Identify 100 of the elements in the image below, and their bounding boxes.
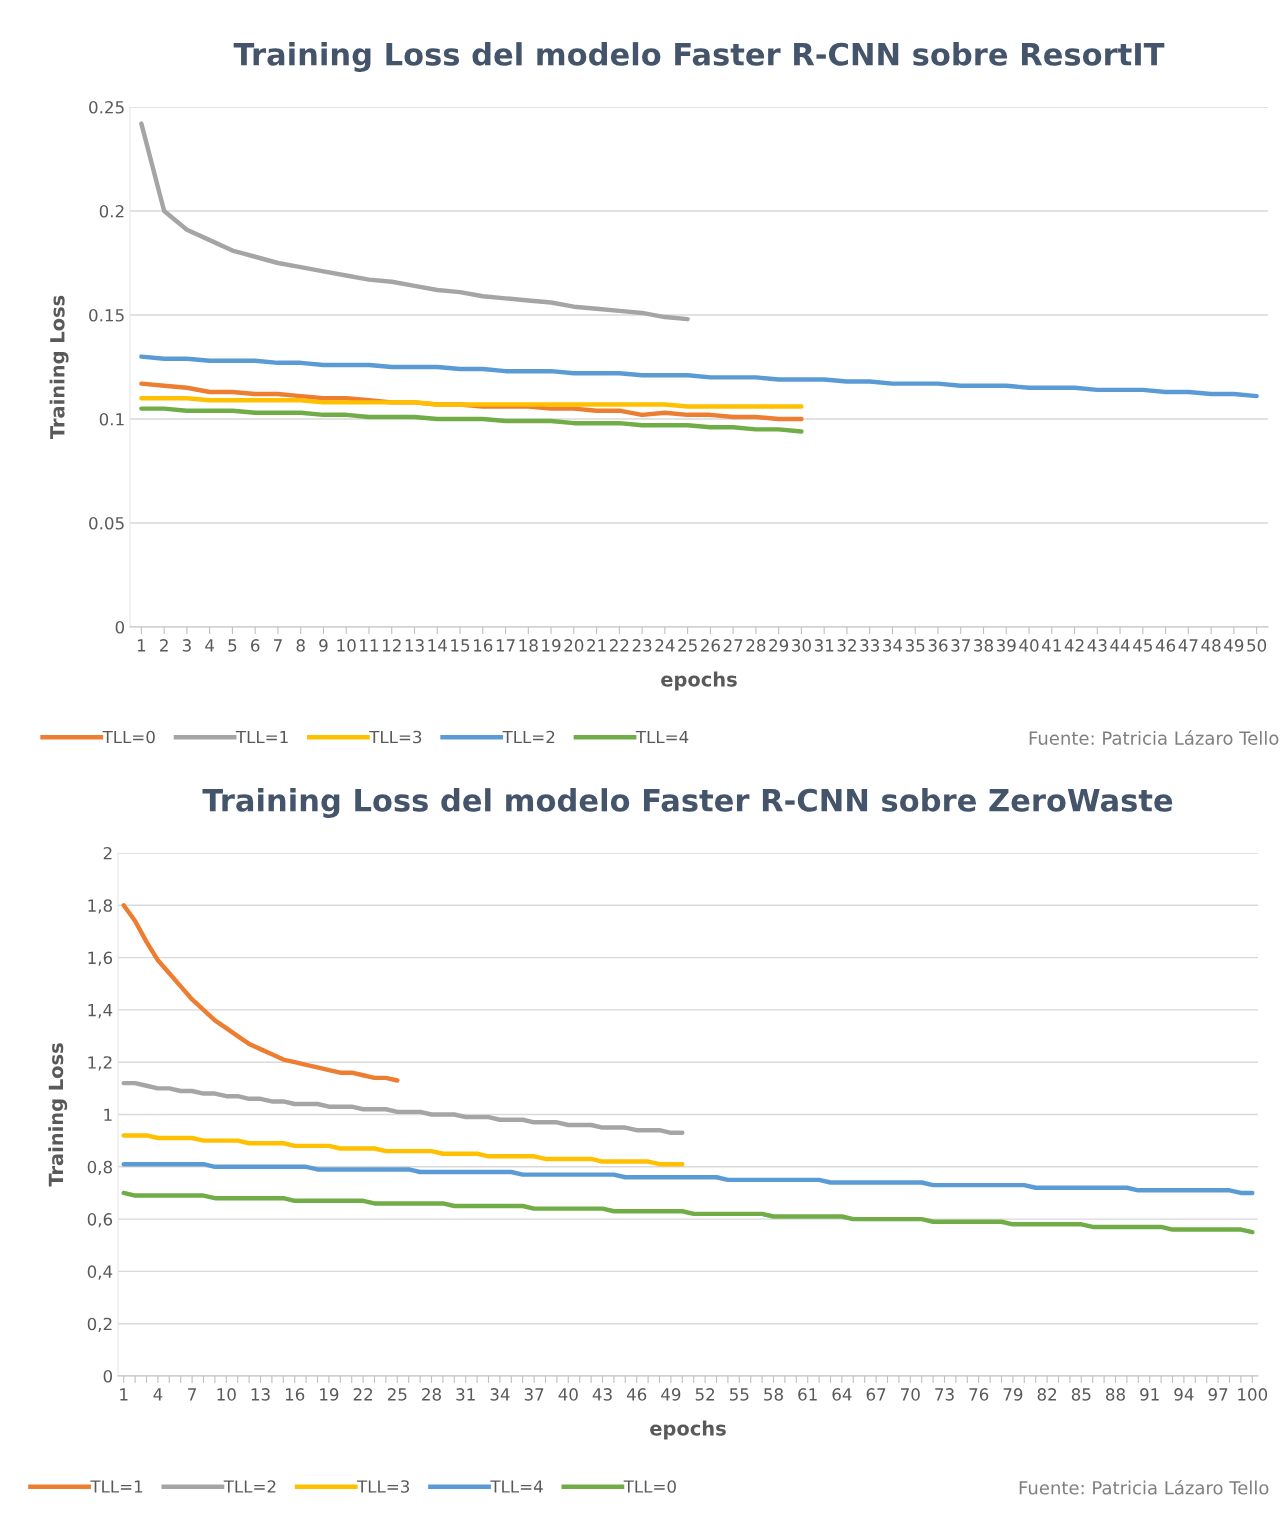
x-tick-label: 49 <box>1224 639 1244 652</box>
x-tick-label: 40 <box>558 1388 578 1401</box>
y-tick-label: 1,4 <box>88 1004 113 1019</box>
x-tick-label: 42 <box>1064 639 1084 652</box>
legend-label: TLL=4 <box>490 1480 543 1493</box>
x-tick-label: 50 <box>1247 639 1267 652</box>
x-tick-label: 10 <box>337 639 356 652</box>
x-tick-label: 7 <box>274 639 282 652</box>
x-tick-label: 25 <box>678 639 697 652</box>
y-tick-label: 0 <box>115 620 125 634</box>
x-tick-label: 34 <box>883 639 903 652</box>
y-tick-label: 0.25 <box>89 100 124 114</box>
x-tick-label: 47 <box>1178 639 1198 652</box>
x-tick-label: 67 <box>866 1388 886 1401</box>
x-tick-label: 37 <box>951 639 970 652</box>
source-note: Fuente: Patricia Lázaro Tello <box>1029 730 1279 745</box>
x-tick-label: 36 <box>928 639 948 652</box>
x-tick-label: 31 <box>814 639 834 652</box>
line-series <box>121 903 400 1083</box>
x-tick-label: 12 <box>382 639 401 652</box>
x-tick-label: 13 <box>405 639 424 652</box>
line-series <box>121 1080 685 1136</box>
x-tick-label: 15 <box>451 639 470 652</box>
x-tick-label: 35 <box>905 639 925 652</box>
x-tick-label: 43 <box>592 1388 612 1401</box>
x-tick-label: 3 <box>182 639 191 652</box>
source-note: Fuente: Patricia Lázaro Tello <box>1019 1479 1269 1495</box>
x-tick-label: 19 <box>542 639 561 652</box>
x-axis-title: epochs <box>661 671 737 691</box>
x-tick-label: 48 <box>1201 639 1221 652</box>
x-tick-label: 55 <box>729 1388 749 1401</box>
x-tick-label: 2 <box>160 639 168 652</box>
x-tick-label: 20 <box>564 639 584 652</box>
x-tick-label: 79 <box>1003 1388 1023 1401</box>
legend-label: TLL=4 <box>635 730 689 744</box>
x-tick-label: 46 <box>626 1388 647 1401</box>
y-tick-label: 0.15 <box>89 308 124 322</box>
legend-label: TLL=0 <box>623 1480 676 1493</box>
y-tick-label: 0.05 <box>89 516 124 530</box>
y-tick-label: 0,6 <box>87 1213 113 1228</box>
legend-label: TLL=3 <box>369 730 422 744</box>
y-tick-label: 1 <box>104 1108 112 1121</box>
x-tick-label: 27 <box>723 639 743 652</box>
x-tick-label: 91 <box>1140 1388 1159 1401</box>
y-tick-label: 1,2 <box>88 1056 112 1071</box>
y-tick-label: 1,8 <box>88 899 112 914</box>
x-tick-label: 24 <box>655 639 675 652</box>
x-tick-label: 22 <box>609 639 629 652</box>
x-tick-label: 33 <box>860 639 879 652</box>
x-tick-label: 34 <box>490 1388 510 1401</box>
y-axis-title: Training Loss <box>49 295 69 440</box>
legend-label: TLL=2 <box>502 730 555 744</box>
x-tick-label: 52 <box>695 1388 715 1401</box>
x-tick-label: 10 <box>217 1388 236 1401</box>
x-tick-label: 4 <box>153 1388 163 1401</box>
chart-title: Training Loss del modelo Faster R-CNN sobre ZeroWaste <box>202 788 1173 818</box>
y-tick-label: 0,8 <box>87 1160 112 1176</box>
x-tick-label: 25 <box>387 1388 407 1401</box>
x-tick-label: 28 <box>746 639 766 652</box>
chart-title: Training Loss del modelo Faster R-CNN sobre ResortIT <box>233 42 1165 72</box>
x-tick-label: 21 <box>587 639 606 652</box>
y-tick-label: 0,2 <box>87 1317 112 1332</box>
x-tick-label: 41 <box>1041 639 1061 652</box>
x-tick-label: 70 <box>901 1388 920 1401</box>
y-tick-label: 0.1 <box>99 412 124 426</box>
x-tick-label: 30 <box>792 639 811 652</box>
x-tick-label: 94 <box>1174 1388 1194 1401</box>
x-tick-label: 46 <box>1155 639 1176 652</box>
x-tick-label: 16 <box>474 639 493 652</box>
x-tick-label: 45 <box>1133 639 1152 652</box>
y-tick-label: 2 <box>103 846 112 860</box>
x-tick-label: 38 <box>974 639 993 652</box>
y-tick-label: 0 <box>103 1369 113 1383</box>
y-axis-title: Training Loss <box>48 1043 68 1187</box>
line-series <box>139 121 690 322</box>
x-tick-label: 13 <box>251 1388 270 1401</box>
x-tick-label: 11 <box>360 639 379 652</box>
x-tick-label: 31 <box>456 1388 475 1401</box>
x-tick-label: 44 <box>1110 639 1130 652</box>
x-tick-label: 6 <box>251 639 260 652</box>
line-series <box>139 406 804 434</box>
x-tick-label: 18 <box>519 639 538 652</box>
x-tick-label: 82 <box>1037 1388 1057 1401</box>
legend-label: TLL=3 <box>357 1480 410 1493</box>
x-tick-label: 43 <box>1087 639 1107 652</box>
line-series <box>121 1133 685 1167</box>
legend-label: TLL=0 <box>102 730 155 744</box>
x-tick-label: 39 <box>996 639 1016 652</box>
y-tick-label: 1,6 <box>88 951 113 966</box>
legend-label: TLL=1 <box>90 1480 143 1493</box>
y-tick-label: 0.2 <box>99 204 124 218</box>
x-tick-label: 4 <box>205 639 215 652</box>
x-tick-label: 17 <box>496 639 515 652</box>
x-tick-label: 40 <box>1019 639 1039 652</box>
x-tick-label: 26 <box>701 639 720 652</box>
x-tick-label: 76 <box>969 1388 989 1401</box>
x-tick-label: 73 <box>935 1388 954 1401</box>
x-tick-label: 29 <box>769 639 789 652</box>
x-axis-title: epochs <box>650 1420 726 1440</box>
line-series <box>121 1161 1255 1196</box>
